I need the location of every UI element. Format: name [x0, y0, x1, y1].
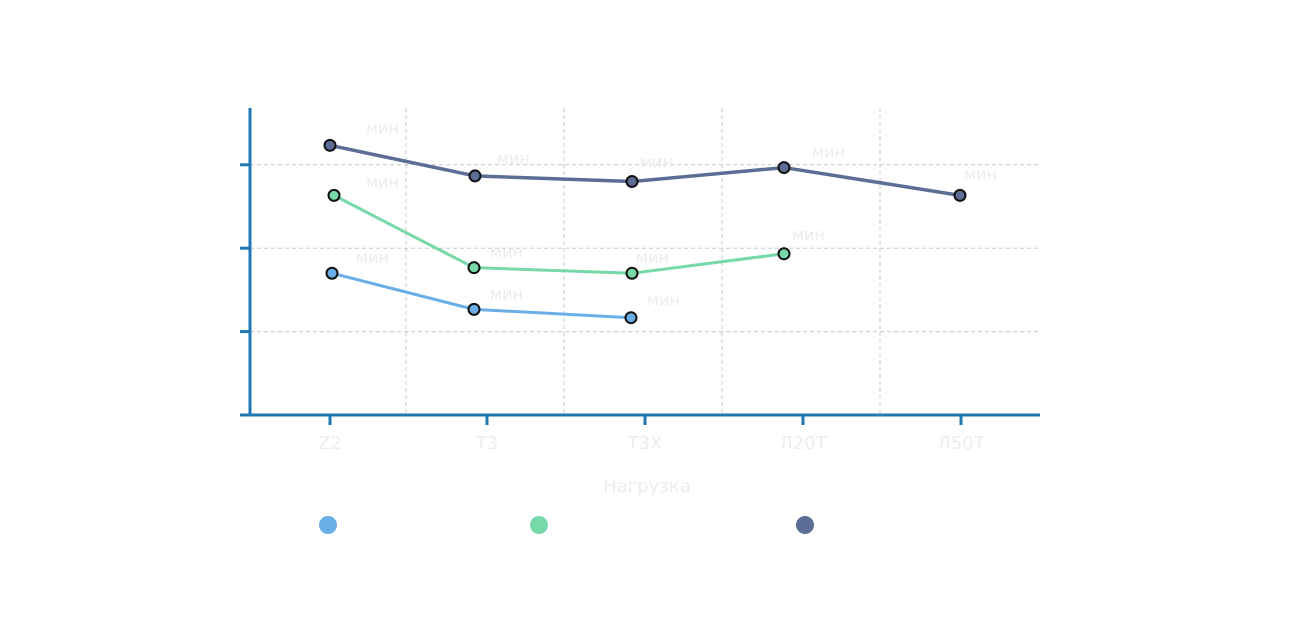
data-point[interactable]: [777, 161, 791, 175]
data-point[interactable]: [624, 311, 638, 325]
series-line-2: [333, 194, 785, 275]
data-label: мин: [490, 243, 523, 262]
x-tick-label: Л20Т: [779, 433, 827, 454]
x-tick-label: Z2: [318, 433, 342, 454]
x-tick-label: Т3Х: [627, 433, 663, 454]
x-tick-label: Т3: [475, 433, 498, 454]
data-point[interactable]: [467, 302, 481, 316]
legend-marker-3[interactable]: [796, 516, 814, 534]
data-label: мин: [647, 291, 680, 310]
data-label: мин: [792, 225, 825, 244]
data-label: мин: [356, 248, 389, 267]
data-label: мин: [640, 152, 673, 171]
data-point[interactable]: [467, 261, 481, 275]
data-label: мин: [812, 143, 845, 162]
axes: Z2 Т3 Т3Х Л20Т Л50Т: [240, 108, 1040, 454]
series-layer: [323, 138, 967, 325]
data-label: мин: [636, 248, 669, 267]
data-point[interactable]: [625, 266, 639, 280]
data-point[interactable]: [325, 266, 339, 280]
data-label: мин: [366, 172, 399, 191]
data-point[interactable]: [327, 188, 341, 202]
data-labels: мин мин мин мин мин мин мин мин мин мин мин мин: [356, 118, 997, 309]
legend-marker-2[interactable]: [530, 516, 548, 534]
x-tick-label: Л50Т: [937, 433, 985, 454]
x-axis-title: Нагрузка: [603, 476, 691, 497]
legend-marker-1[interactable]: [319, 516, 337, 534]
data-label: мин: [490, 284, 523, 303]
data-point[interactable]: [777, 247, 791, 261]
data-label: мин: [497, 149, 530, 168]
data-label: мин: [366, 118, 399, 137]
data-point[interactable]: [468, 169, 482, 183]
data-point[interactable]: [625, 174, 639, 188]
legend: [319, 516, 814, 534]
grid: [250, 108, 1040, 415]
series-line-1: [331, 271, 632, 320]
data-label: мин: [964, 164, 997, 183]
data-point[interactable]: [323, 138, 337, 152]
data-point[interactable]: [953, 188, 967, 202]
